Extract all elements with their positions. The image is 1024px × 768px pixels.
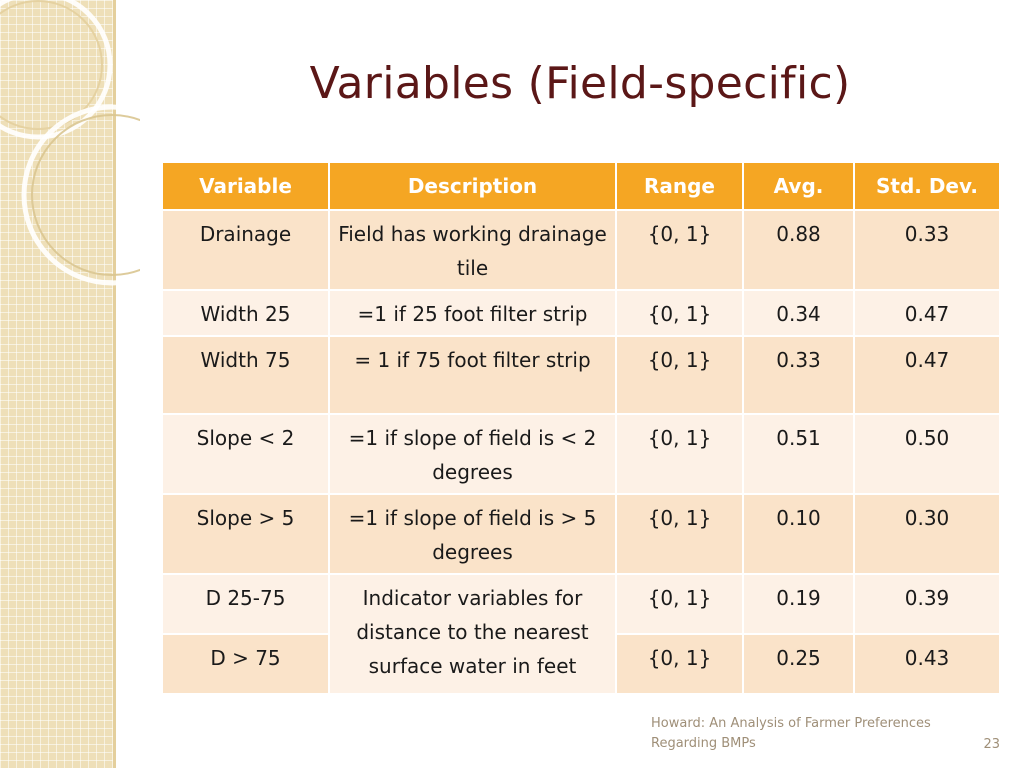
cell-avg: 0.10 [742,493,855,575]
cell-range: {0, 1} [615,289,744,337]
cell-description: = 1 if 75 foot filter strip [328,335,617,415]
cell-range: {0, 1} [615,633,744,695]
cell-avg: 0.88 [742,209,855,291]
header-range: Range [615,161,744,211]
cell-std-dev: 0.47 [853,335,1001,415]
cell-variable: D 25-75 [161,573,330,635]
cell-avg: 0.33 [742,335,855,415]
header-std-dev: Std. Dev. [853,161,1001,211]
variables-table: Variable Description Range Avg. Std. Dev… [161,161,1001,695]
cell-avg: 0.19 [742,573,855,635]
cell-std-dev: 0.47 [853,289,1001,337]
header-avg: Avg. [742,161,855,211]
table-row: Drainage Field has working drainage tile… [161,209,1001,291]
cell-range: {0, 1} [615,335,744,415]
table-row: Slope < 2 =1 if slope of field is < 2 de… [161,413,1001,495]
cell-avg: 0.25 [742,633,855,695]
cell-std-dev: 0.33 [853,209,1001,291]
cell-variable: Drainage [161,209,330,291]
cell-description: =1 if 25 foot filter strip [328,289,617,337]
cell-variable: Width 25 [161,289,330,337]
cell-description: Field has working drainage tile [328,209,617,291]
cell-variable: D > 75 [161,633,330,695]
cell-description: =1 if slope of field is > 5 degrees [328,493,617,575]
cell-std-dev: 0.30 [853,493,1001,575]
cell-variable: Width 75 [161,335,330,415]
footer-citation: Howard: An Analysis of Farmer Preference… [651,716,931,751]
cell-description-merged: Indicator variables for distance to the … [328,573,617,695]
cell-std-dev: 0.39 [853,573,1001,635]
slide-title: Variables (Field-specific) [309,58,851,109]
cell-description: =1 if slope of field is < 2 degrees [328,413,617,495]
page-number: 23 [983,737,1000,752]
cell-variable: Slope < 2 [161,413,330,495]
cell-variable: Slope > 5 [161,493,330,575]
cell-range: {0, 1} [615,493,744,575]
cell-range: {0, 1} [615,413,744,495]
cell-avg: 0.34 [742,289,855,337]
table-row: D > 75 {0, 1} 0.25 0.43 [161,633,1001,695]
table-row: Width 75 = 1 if 75 foot filter strip {0,… [161,335,1001,415]
header-description: Description [328,161,617,211]
table-header-row: Variable Description Range Avg. Std. Dev… [161,161,1001,211]
cell-avg: 0.51 [742,413,855,495]
table-row: Width 25 =1 if 25 foot filter strip {0, … [161,289,1001,337]
header-variable: Variable [161,161,330,211]
side-strip-edge [113,0,116,768]
decorative-rings [0,0,140,286]
cell-range: {0, 1} [615,573,744,635]
table-row: Slope > 5 =1 if slope of field is > 5 de… [161,493,1001,575]
cell-std-dev: 0.43 [853,633,1001,695]
cell-std-dev: 0.50 [853,413,1001,495]
table-row: D 25-75 Indicator variables for distance… [161,573,1001,695]
cell-range: {0, 1} [615,209,744,291]
